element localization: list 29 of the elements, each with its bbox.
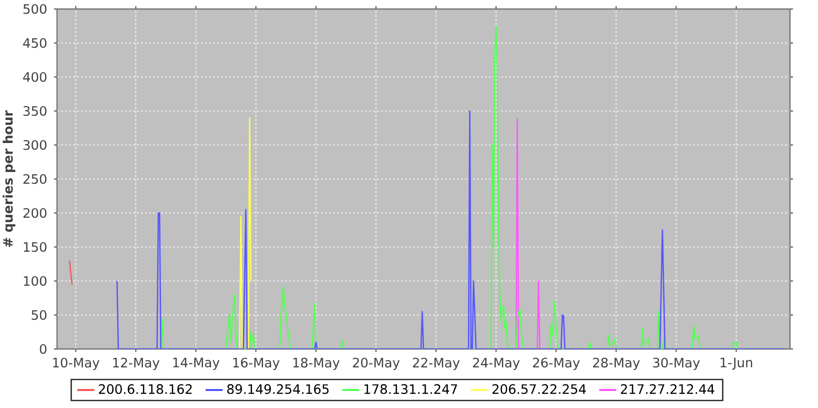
y-tick-label: 100 bbox=[24, 276, 46, 286]
x-tick-label: 16-May bbox=[233, 358, 280, 370]
y-axis-title: # queries per hour bbox=[2, 110, 16, 247]
y-tick-label: 500 bbox=[23, 4, 46, 14]
legend-label: 217.27.212.44 bbox=[620, 384, 714, 394]
y-tick-label: 0 bbox=[40, 344, 46, 354]
x-tick-label: 1-Jun bbox=[720, 358, 752, 370]
x-tick-label: 12-May bbox=[113, 358, 160, 370]
x-tick-label: 20-May bbox=[352, 358, 400, 370]
y-tick-label: 450 bbox=[23, 38, 46, 48]
x-tick-label: 28-May bbox=[593, 358, 640, 370]
x-tick-label: 14-May bbox=[173, 358, 220, 370]
y-tick-label: 150 bbox=[24, 242, 46, 252]
x-tick-label: 10-May bbox=[53, 358, 100, 370]
x-tick-label: 26-May bbox=[533, 358, 580, 370]
x-tick-label: 24-May bbox=[472, 358, 520, 370]
x-tick-label: 22-May bbox=[412, 358, 460, 370]
legend-label: 206.57.22.254 bbox=[492, 384, 586, 394]
x-tick-label: 18-May bbox=[293, 358, 340, 370]
legend-label: 89.149.254.165 bbox=[227, 384, 329, 394]
y-tick-label: 200 bbox=[23, 208, 46, 218]
y-tick-label: 50 bbox=[32, 310, 46, 320]
legend-label: 200.6.118.162 bbox=[98, 384, 192, 394]
x-tick-label: 30-May bbox=[653, 358, 700, 370]
legend-label: 178.131.1.247 bbox=[364, 384, 458, 394]
y-tick-label: 250 bbox=[23, 174, 46, 184]
y-tick-label: 300 bbox=[23, 140, 46, 150]
y-tick-label: 350 bbox=[23, 106, 46, 116]
y-tick-label: 400 bbox=[23, 72, 46, 82]
